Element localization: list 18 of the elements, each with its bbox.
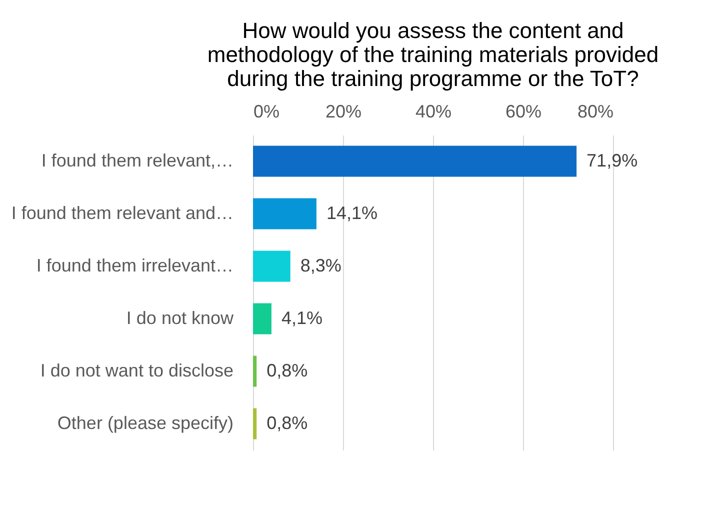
- x-tick-label: 0%: [254, 102, 280, 122]
- x-tick-label: 80%: [577, 102, 614, 122]
- y-tick-label: I do not know: [126, 308, 234, 328]
- x-tick-label: 20%: [325, 102, 362, 122]
- data-label: 14,1%: [326, 202, 378, 223]
- data-label: 8,3%: [300, 255, 342, 276]
- data-label: 4,1%: [281, 308, 322, 328]
- x-tick-label: 40%: [415, 102, 452, 122]
- y-tick-label: Other (please specify): [57, 412, 234, 433]
- chart-title: How would you assess the content and methodology of the training materials provided during the training programme or the ToT?: [207, 18, 659, 91]
- y-tick-label: I found them relevant,…: [41, 150, 234, 170]
- x-tick-label: 60%: [505, 102, 542, 122]
- y-tick-label: I found them irrelevant…: [36, 255, 234, 276]
- data-label: 0,8%: [266, 360, 308, 380]
- y-tick-label: I found them relevant and…: [11, 202, 234, 223]
- data-label: 0,8%: [266, 412, 308, 433]
- data-label: 71,9%: [586, 150, 638, 170]
- y-tick-label: I do not want to disclose: [40, 360, 234, 380]
